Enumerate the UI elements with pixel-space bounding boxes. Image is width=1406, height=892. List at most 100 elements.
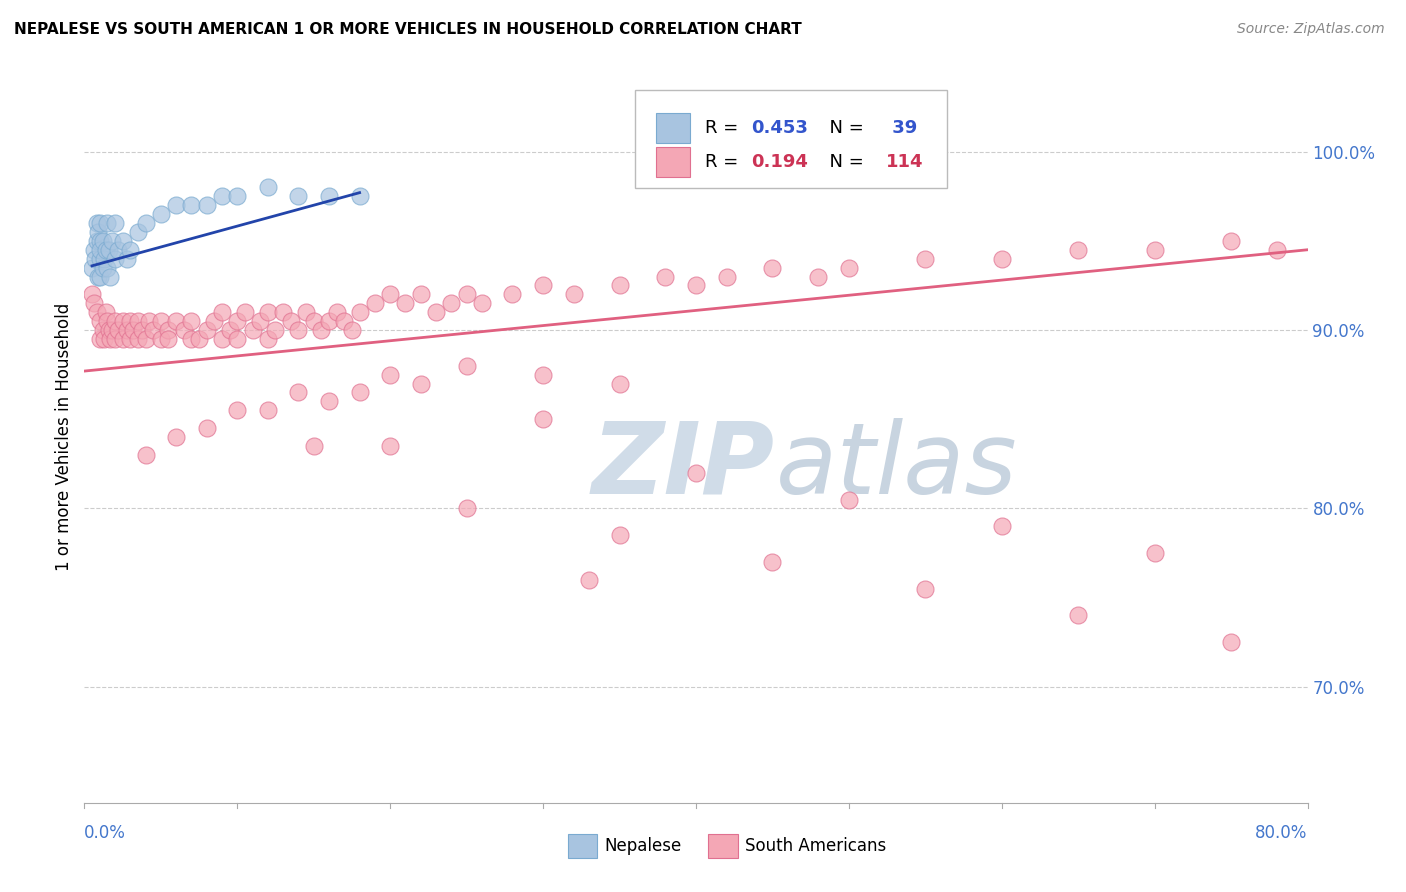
Point: [86, 234, 108, 248]
Point: [302, 439, 325, 453]
Point: [83, 296, 105, 310]
Point: [104, 314, 127, 328]
Point: [86, 305, 108, 319]
Point: [127, 332, 149, 346]
Point: [226, 189, 249, 203]
Point: [333, 314, 356, 328]
Point: [96, 260, 118, 275]
Point: [914, 252, 936, 266]
Point: [233, 305, 256, 319]
Text: 114: 114: [886, 153, 924, 171]
Point: [91, 323, 114, 337]
Point: [349, 189, 371, 203]
Point: [111, 314, 134, 328]
Point: [838, 260, 860, 275]
Point: [104, 332, 127, 346]
Point: [149, 332, 172, 346]
Point: [271, 305, 294, 319]
Point: [96, 314, 118, 328]
Point: [325, 305, 347, 319]
Point: [122, 323, 145, 337]
Point: [96, 216, 118, 230]
Point: [807, 269, 830, 284]
Point: [135, 216, 157, 230]
Point: [111, 234, 134, 248]
Point: [609, 528, 631, 542]
Point: [135, 332, 157, 346]
Point: [425, 305, 447, 319]
Point: [97, 243, 120, 257]
Point: [218, 323, 240, 337]
FancyBboxPatch shape: [568, 834, 598, 858]
FancyBboxPatch shape: [655, 146, 690, 178]
Point: [349, 305, 371, 319]
Point: [98, 269, 121, 284]
Point: [138, 314, 160, 328]
Point: [93, 252, 115, 266]
Point: [440, 296, 463, 310]
Point: [107, 323, 129, 337]
Point: [226, 403, 249, 417]
Point: [1265, 243, 1288, 257]
FancyBboxPatch shape: [655, 112, 690, 144]
Point: [165, 198, 187, 212]
Point: [349, 385, 371, 400]
Point: [120, 314, 142, 328]
Point: [991, 252, 1014, 266]
Point: [83, 243, 105, 257]
Point: [456, 501, 478, 516]
Point: [180, 332, 202, 346]
Point: [127, 314, 149, 328]
Point: [578, 573, 600, 587]
Point: [97, 323, 120, 337]
Point: [131, 323, 153, 337]
Point: [311, 323, 333, 337]
Point: [226, 314, 249, 328]
Point: [101, 323, 124, 337]
Point: [89, 252, 111, 266]
Point: [111, 332, 134, 346]
Text: ZIP: ZIP: [592, 417, 775, 515]
Point: [502, 287, 524, 301]
Point: [394, 296, 416, 310]
Text: Nepalese: Nepalese: [605, 837, 682, 855]
Point: [249, 314, 271, 328]
Point: [1143, 243, 1166, 257]
Point: [89, 332, 111, 346]
Point: [318, 394, 340, 409]
Point: [188, 332, 211, 346]
Point: [716, 269, 738, 284]
Text: 80.0%: 80.0%: [1256, 824, 1308, 842]
Point: [257, 180, 280, 194]
Point: [257, 332, 280, 346]
Point: [165, 430, 187, 444]
Point: [409, 287, 432, 301]
Text: 0.0%: 0.0%: [84, 824, 127, 842]
Point: [471, 296, 494, 310]
Point: [531, 278, 554, 293]
Point: [456, 287, 478, 301]
Point: [127, 225, 149, 239]
Point: [180, 314, 202, 328]
Point: [101, 234, 124, 248]
Point: [142, 323, 165, 337]
Point: [94, 305, 117, 319]
Point: [91, 260, 114, 275]
Point: [654, 269, 676, 284]
Point: [115, 323, 138, 337]
Point: [609, 376, 631, 391]
Point: [287, 189, 309, 203]
Point: [89, 314, 111, 328]
Point: [761, 260, 783, 275]
Point: [120, 243, 142, 257]
Point: [991, 519, 1014, 533]
Point: [287, 385, 309, 400]
Point: [107, 243, 129, 257]
Point: [91, 234, 114, 248]
Point: [149, 207, 172, 221]
Point: [89, 216, 111, 230]
FancyBboxPatch shape: [709, 834, 738, 858]
Point: [531, 412, 554, 426]
Point: [226, 332, 249, 346]
Point: [202, 314, 225, 328]
